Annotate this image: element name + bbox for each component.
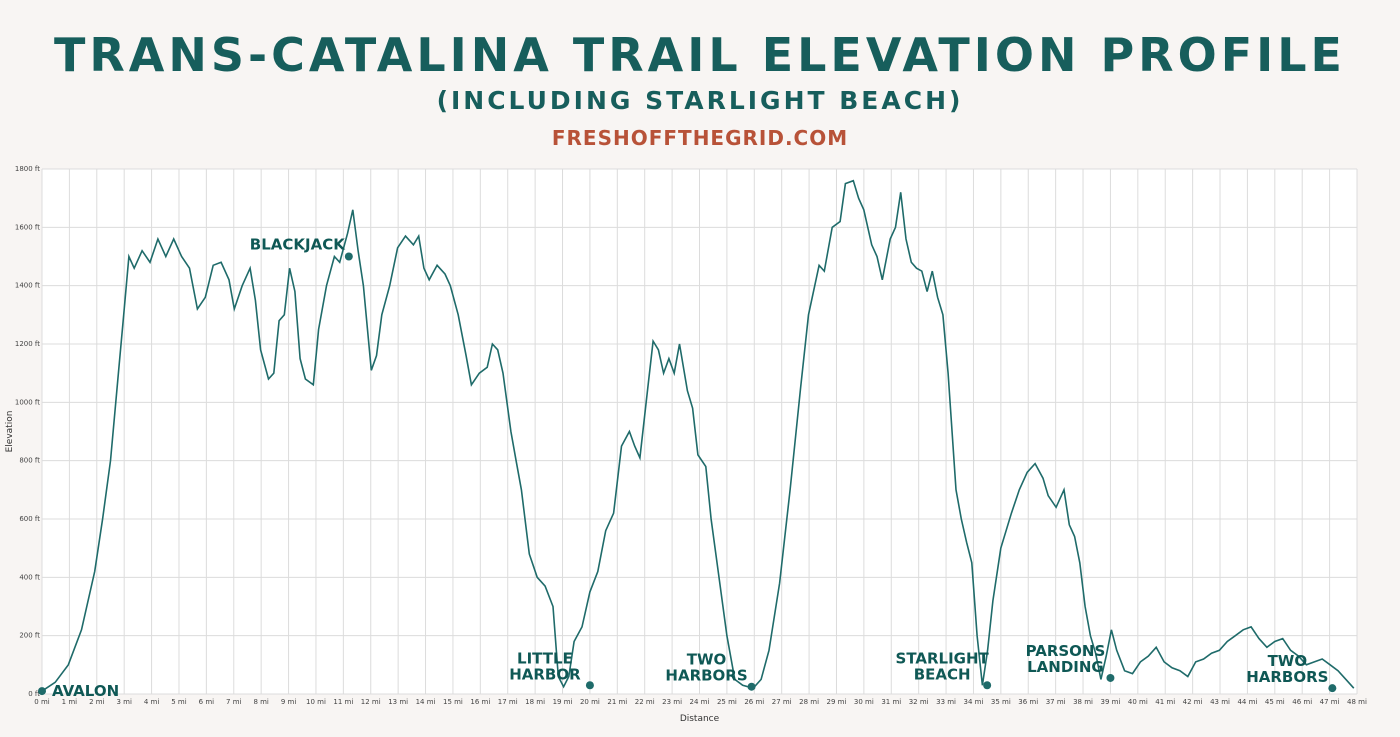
x-tick-label: 20 mi [580, 698, 600, 706]
landmark-labels: AVALON BLACKJACK LITTLE HARBOR TWO HARBORS STA… [52, 236, 1328, 701]
y-tick-label: 1200 ft [15, 340, 40, 348]
x-tick-label: 10 mi [306, 698, 326, 706]
y-tick-label: 800 ft [19, 457, 40, 465]
x-tick-label: 27 mi [772, 698, 792, 706]
landmark-marker [585, 681, 594, 690]
landmark-markers [38, 252, 1337, 696]
landmark-label: PARSONS LANDING [1026, 642, 1106, 676]
x-tick-label: 46 mi [1292, 698, 1312, 706]
x-tick-label: 9 mi [281, 698, 296, 706]
x-tick-label: 23 mi [662, 698, 682, 706]
x-tick-label: 24 mi [690, 698, 710, 706]
chart-subtitle: (INCLUDING STARLIGHT BEACH) [436, 86, 964, 115]
x-tick-label: 31 mi [881, 698, 901, 706]
x-tick-label: 3 mi [116, 698, 131, 706]
x-tick-label: 42 mi [1183, 698, 1203, 706]
landmark-label: AVALON [52, 682, 119, 700]
x-tick-label: 16 mi [470, 698, 490, 706]
site-credit: FRESHOFFTHEGRID.COM [551, 126, 849, 150]
x-tick-label: 13 mi [388, 698, 408, 706]
y-tick-label: 400 ft [19, 573, 40, 581]
x-tick-label: 35 mi [991, 698, 1011, 706]
x-tick-label: 7 mi [226, 698, 241, 706]
x-tick-label: 45 mi [1265, 698, 1285, 706]
x-tick-label: 17 mi [498, 698, 518, 706]
x-tick-label: 6 mi [199, 698, 214, 706]
elevation-chart: 0 ft 200 ft 400 ft 600 ft 800 ft 1000 ft 1200 … [5, 165, 1367, 724]
x-tick-label: 40 mi [1128, 698, 1148, 706]
landmark-marker [38, 687, 46, 696]
landmark-label: TWO HARBORS [665, 651, 747, 685]
y-axis-ticks: 0 ft 200 ft 400 ft 600 ft 800 ft 1000 ft 1200 … [15, 165, 40, 698]
landmark-label: BLACKJACK [250, 236, 346, 254]
x-tick-label: 1 mi [62, 698, 77, 706]
x-tick-label: 22 mi [635, 698, 655, 706]
x-tick-label: 18 mi [525, 698, 545, 706]
x-tick-label: 36 mi [1018, 698, 1038, 706]
x-tick-label: 48 mi [1347, 698, 1367, 706]
x-tick-label: 34 mi [964, 698, 984, 706]
x-tick-label: 28 mi [799, 698, 819, 706]
x-tick-label: 0 mi [34, 698, 49, 706]
x-tick-label: 19 mi [553, 698, 573, 706]
x-tick-label: 4 mi [144, 698, 159, 706]
x-tick-label: 39 mi [1100, 698, 1120, 706]
landmark-marker [747, 682, 756, 691]
x-tick-label: 43 mi [1210, 698, 1230, 706]
x-tick-label: 11 mi [333, 698, 353, 706]
x-tick-label: 38 mi [1073, 698, 1093, 706]
landmark-label: STARLIGHT BEACH [896, 649, 990, 683]
y-axis-title: Elevation [5, 411, 15, 453]
x-tick-label: 14 mi [416, 698, 436, 706]
x-tick-label: 8 mi [253, 698, 268, 706]
landmark-marker [1106, 673, 1115, 682]
landmark-label: TWO HARBORS [1246, 652, 1328, 686]
y-tick-label: 1600 ft [15, 223, 40, 231]
x-tick-label: 33 mi [936, 698, 956, 706]
x-tick-label: 2 mi [89, 698, 104, 706]
x-axis-title: Distance [680, 714, 720, 724]
landmark-label: LITTLE HARBOR [509, 649, 581, 683]
x-tick-label: 37 mi [1046, 698, 1066, 706]
x-tick-label: 29 mi [827, 698, 847, 706]
x-tick-label: 32 mi [909, 698, 929, 706]
y-tick-label: 0 ft [28, 690, 40, 698]
x-tick-label: 12 mi [361, 698, 381, 706]
y-tick-label: 1000 ft [15, 398, 40, 406]
landmark-marker [983, 681, 992, 690]
x-tick-label: 15 mi [443, 698, 463, 706]
x-tick-label: 21 mi [607, 698, 627, 706]
y-tick-label: 200 ft [19, 632, 40, 640]
x-tick-label: 25 mi [717, 698, 737, 706]
x-tick-label: 41 mi [1155, 698, 1175, 706]
gridlines [41, 168, 1358, 695]
landmark-marker [344, 252, 353, 261]
x-tick-label: 26 mi [744, 698, 764, 706]
chart-title: TRANS-CATALINA TRAIL ELEVATION PROFILE [54, 28, 1346, 82]
elevation-line [41, 179, 1355, 692]
x-tick-label: 5 mi [171, 698, 186, 706]
y-tick-label: 1400 ft [15, 282, 40, 290]
y-tick-label: 600 ft [19, 515, 40, 523]
x-tick-label: 44 mi [1237, 698, 1257, 706]
x-axis-ticks: 0 mi 1 mi 2 mi 3 mi 4 mi 5 mi 6 mi 7 mi 8 mi 9 mi… [34, 698, 1367, 706]
landmark-marker [1328, 684, 1337, 693]
y-tick-label: 1800 ft [15, 165, 40, 173]
x-tick-label: 30 mi [854, 698, 874, 706]
x-tick-label: 47 mi [1320, 698, 1340, 706]
